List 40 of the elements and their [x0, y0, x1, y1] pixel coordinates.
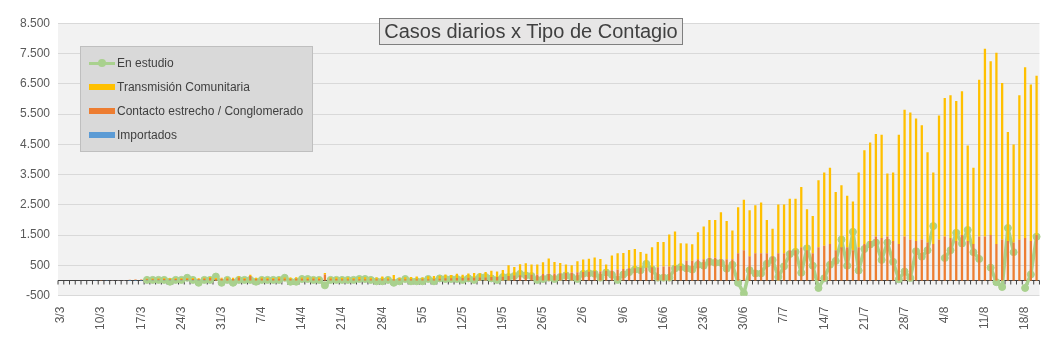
y-tick-label: 7.500 [20, 45, 51, 60]
x-tick-label: 16/6 [655, 306, 670, 330]
y-tick-label: -500 [26, 287, 51, 302]
x-tick-label: 23/6 [696, 306, 711, 330]
y-tick-label: 2.500 [20, 197, 51, 212]
x-tick-label: 10/3 [93, 306, 108, 330]
x-tick-label: 12/5 [454, 306, 469, 330]
x-tick-label: 7/7 [776, 306, 791, 324]
x-tick-label: 17/3 [133, 306, 148, 330]
x-tick-label: 21/4 [334, 306, 349, 330]
y-tick-label: 6.500 [20, 76, 51, 91]
x-tick-label: 28/4 [374, 306, 389, 330]
x-tick-label: 9/6 [615, 306, 630, 324]
chart-title: Casos diarios x Tipo de Contagio [379, 18, 683, 45]
x-tick-label: 18/8 [1017, 306, 1032, 330]
x-tick-label: 14/4 [294, 306, 309, 330]
x-tick-label: 4/8 [937, 306, 952, 324]
x-tick-label: 31/3 [213, 306, 228, 330]
x-tick-label: 26/5 [535, 306, 550, 330]
x-tick-label: 11/8 [977, 306, 992, 330]
legend-label: Contacto estrecho / Conglomerado [117, 104, 304, 118]
y-tick-label: 3.500 [20, 166, 51, 181]
legend-label: En estudio [117, 56, 174, 70]
x-tick-label: 14/7 [816, 306, 831, 330]
x-tick-label: 5/5 [414, 306, 429, 324]
legend-label: Transmisión Comunitaria [117, 80, 250, 94]
x-tick-label: 3/3 [53, 306, 68, 324]
x-tick-label: 7/4 [254, 306, 269, 324]
x-tick-label: 30/6 [736, 306, 751, 330]
x-tick-label: 19/5 [495, 306, 510, 330]
y-tick-label: 8.500 [20, 15, 51, 30]
y-tick-label: 5.500 [20, 106, 51, 121]
x-tick-label: 28/7 [896, 306, 911, 330]
y-tick-label: 500 [30, 257, 51, 272]
x-tick-label: 24/3 [173, 306, 188, 330]
y-tick-label: 1.500 [20, 227, 51, 242]
y-tick-label: 4.500 [20, 136, 51, 151]
x-tick-label: 21/7 [856, 306, 871, 330]
x-tick-label: 2/6 [575, 306, 590, 324]
legend-label: Importados [117, 128, 178, 142]
